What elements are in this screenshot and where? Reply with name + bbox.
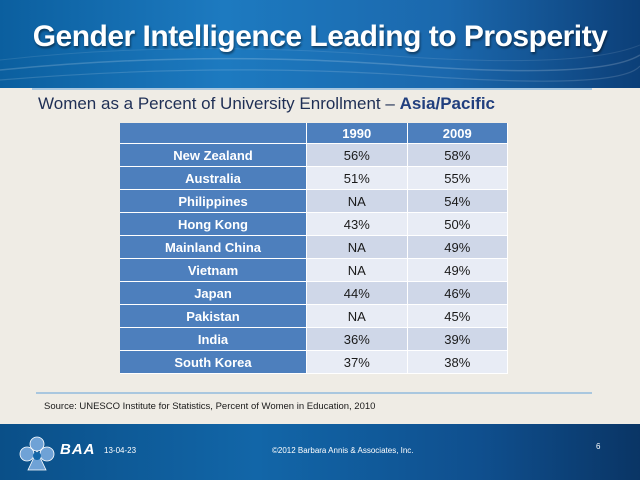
- cell-1990: NA: [306, 189, 408, 213]
- table-row: New Zealand 56% 58%: [120, 143, 508, 167]
- cell-1990: 44%: [306, 281, 408, 305]
- header-decoration: [0, 44, 640, 82]
- row-country: New Zealand: [120, 143, 307, 167]
- source-note: Source: UNESCO Institute for Statistics,…: [44, 401, 376, 412]
- cell-2009: 50%: [407, 212, 508, 236]
- column-header-1990: 1990: [306, 123, 408, 144]
- table-row: Philippines NA 54%: [120, 189, 508, 213]
- table-row: Australia 51% 55%: [120, 166, 508, 190]
- cell-1990: NA: [306, 304, 408, 328]
- row-country: South Korea: [120, 350, 307, 374]
- cell-2009: 38%: [407, 350, 508, 374]
- cell-2009: 45%: [407, 304, 508, 328]
- page-number: 6: [596, 442, 601, 451]
- cell-1990: 56%: [306, 143, 408, 167]
- row-country: Hong Kong: [120, 212, 307, 236]
- slide-subtitle: Women as a Percent of University Enrollm…: [38, 94, 495, 114]
- row-country: Japan: [120, 281, 307, 305]
- table-row: Pakistan NA 45%: [120, 304, 508, 328]
- logo-text: BAA: [60, 441, 96, 458]
- cell-2009: 55%: [407, 166, 508, 190]
- row-country: Pakistan: [120, 304, 307, 328]
- baa-logo-icon: [19, 436, 55, 471]
- table-header-row: 1990 2009: [120, 123, 508, 144]
- cell-1990: 51%: [306, 166, 408, 190]
- subtitle-region: Asia/Pacific: [399, 94, 496, 113]
- row-country: Vietnam: [120, 258, 307, 282]
- row-country: Mainland China: [120, 235, 307, 259]
- table-row: India 36% 39%: [120, 327, 508, 351]
- cell-2009: 46%: [407, 281, 508, 305]
- slide-footer: [0, 424, 640, 480]
- table-row: Vietnam NA 49%: [120, 258, 508, 282]
- row-country: India: [120, 327, 307, 351]
- column-header-blank: [120, 123, 307, 144]
- cell-1990: 43%: [306, 212, 408, 236]
- slide-date: 13-04-23: [104, 446, 137, 455]
- enrollment-table: 1990 2009 New Zealand 56% 58% Australia 51% 5…: [120, 123, 508, 374]
- copyright-text: ©2012 Barbara Annis & Associates, Inc.: [272, 446, 414, 455]
- slide-title: Gender Intelligence Leading to Prosperit…: [32, 20, 608, 53]
- table-row: South Korea 37% 38%: [120, 350, 508, 374]
- cell-1990: NA: [306, 258, 408, 282]
- slide-header: Gender Intelligence Leading to Prosperit…: [0, 0, 640, 88]
- subtitle-text: Women as a Percent of University Enrollm…: [38, 94, 400, 113]
- cell-2009: 49%: [407, 235, 508, 259]
- table-row: Mainland China NA 49%: [120, 235, 508, 259]
- table-row: Hong Kong 43% 50%: [120, 212, 508, 236]
- divider-top: [32, 88, 592, 90]
- table-row: Japan 44% 46%: [120, 281, 508, 305]
- cell-2009: 39%: [407, 327, 508, 351]
- row-country: Australia: [120, 166, 307, 190]
- cell-1990: NA: [306, 235, 408, 259]
- cell-2009: 58%: [407, 143, 508, 167]
- cell-1990: 37%: [306, 350, 408, 374]
- row-country: Philippines: [120, 189, 307, 213]
- column-header-2009: 2009: [407, 123, 508, 144]
- cell-2009: 54%: [407, 189, 508, 213]
- cell-2009: 49%: [407, 258, 508, 282]
- divider-bottom: [36, 392, 592, 394]
- cell-1990: 36%: [306, 327, 408, 351]
